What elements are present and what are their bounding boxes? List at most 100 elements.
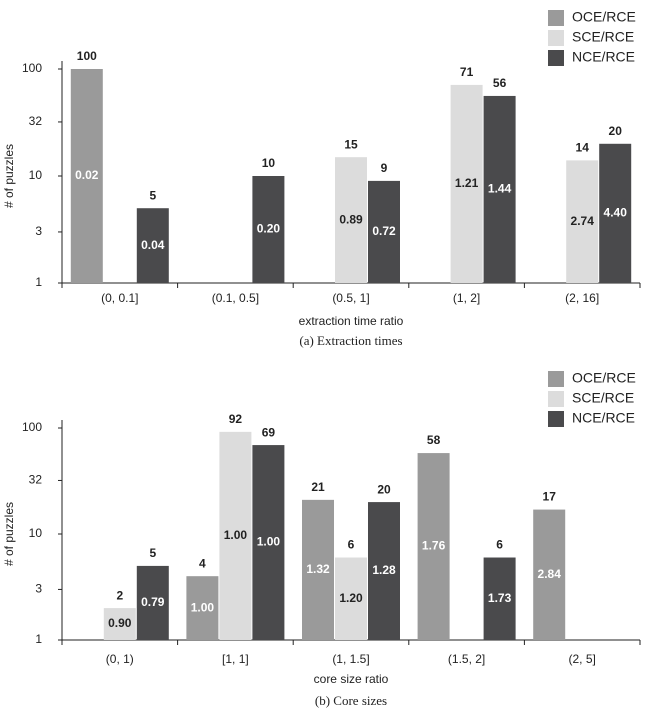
ratio-label: 1.32 — [306, 562, 330, 576]
ratio-label: 1.21 — [455, 176, 479, 190]
x-tick-label: (2, 16] — [565, 291, 599, 305]
ratio-label: 1.28 — [372, 563, 396, 577]
legend-swatch — [548, 30, 564, 46]
bar — [450, 84, 483, 283]
y-tick-label: 32 — [29, 473, 43, 487]
bar — [368, 180, 400, 283]
y-axis-label: # of puzzles — [2, 502, 16, 566]
value-label: 71 — [460, 65, 474, 79]
y-tick-label: 100 — [22, 420, 42, 434]
x-tick-label: (0.5, 1] — [332, 291, 369, 305]
bar — [566, 160, 599, 283]
y-tick-label: 1 — [35, 275, 42, 289]
ratio-label: 4.40 — [604, 206, 628, 220]
value-label: 9 — [381, 161, 388, 175]
bar — [70, 69, 103, 283]
value-label: 4 — [199, 556, 206, 570]
x-tick-label: (0, 1) — [106, 652, 134, 666]
ratio-label: 0.72 — [372, 224, 396, 238]
bar — [302, 499, 334, 640]
ratio-label: 1.00 — [224, 528, 248, 542]
bar — [368, 502, 400, 640]
y-tick-label: 32 — [29, 114, 43, 128]
bar — [599, 143, 632, 283]
bar — [483, 95, 516, 283]
x-axis-label: extraction time ratio — [299, 314, 404, 328]
bar — [335, 557, 367, 640]
y-tick-label: 3 — [35, 224, 42, 238]
ratio-label: 0.79 — [141, 595, 165, 609]
x-tick-label: (1, 1.5] — [332, 652, 369, 666]
y-tick-label: 1 — [35, 632, 42, 646]
value-label: 6 — [496, 538, 503, 552]
y-tick-label: 3 — [35, 582, 42, 596]
x-tick-label: (0.1, 0.5] — [212, 291, 259, 305]
ratio-label: 1.73 — [488, 591, 512, 605]
bar — [186, 576, 219, 640]
legend-swatch — [548, 391, 564, 407]
value-label: 14 — [576, 141, 590, 155]
value-label: 5 — [149, 188, 156, 202]
ratio-label: 1.20 — [339, 591, 363, 605]
value-label: 92 — [229, 412, 243, 426]
ratio-label: 0.20 — [257, 222, 281, 236]
ratio-label: 0.90 — [108, 616, 132, 630]
bar — [219, 431, 252, 640]
value-label: 5 — [149, 546, 156, 560]
value-label: 10 — [262, 156, 276, 170]
ratio-label: 0.04 — [141, 238, 165, 252]
legend-label: OCE/RCE — [572, 9, 636, 25]
value-label: 58 — [427, 433, 441, 447]
caption: (b) Core sizes — [315, 693, 387, 708]
legend-label: SCE/RCE — [572, 29, 634, 45]
x-tick-label: [1, 1] — [222, 652, 249, 666]
legend-label: NCE/RCE — [572, 410, 635, 426]
bar — [252, 176, 285, 283]
value-label: 15 — [344, 137, 358, 151]
ratio-label: 2.84 — [538, 567, 562, 581]
bar — [103, 608, 136, 640]
ratio-label: 1.76 — [422, 539, 446, 553]
y-tick-label: 10 — [29, 168, 43, 182]
legend-label: OCE/RCE — [572, 370, 636, 386]
value-label: 100 — [77, 49, 97, 63]
bar — [533, 509, 566, 640]
value-label: 6 — [348, 538, 355, 552]
bar — [483, 557, 516, 640]
y-axis-label: # of puzzles — [2, 144, 16, 208]
value-label: 20 — [609, 124, 623, 138]
ratio-label: 1.00 — [257, 535, 281, 549]
legend-swatch — [548, 411, 564, 427]
ratio-label: 0.02 — [75, 168, 99, 182]
y-tick-label: 10 — [29, 526, 43, 540]
x-tick-label: (1.5, 2] — [448, 652, 485, 666]
ratio-label: 0.89 — [339, 212, 363, 226]
y-tick-label: 100 — [22, 61, 42, 75]
bar — [136, 565, 169, 640]
value-label: 56 — [493, 76, 507, 90]
bar — [252, 445, 285, 640]
legend-swatch — [548, 10, 564, 26]
legend-label: SCE/RCE — [572, 390, 634, 406]
legend-label: NCE/RCE — [572, 49, 635, 65]
x-axis-label: core size ratio — [314, 672, 389, 686]
legend-swatch — [548, 371, 564, 387]
x-tick-label: (0, 0.1] — [101, 291, 138, 305]
legend-swatch — [548, 50, 564, 66]
caption: (a) Extraction times — [299, 333, 402, 348]
ratio-label: 1.00 — [191, 600, 215, 614]
bar — [136, 208, 169, 283]
value-label: 21 — [311, 480, 325, 494]
bar — [417, 453, 450, 640]
bar — [335, 157, 367, 283]
ratio-label: 1.44 — [488, 182, 512, 196]
value-label: 17 — [543, 490, 557, 504]
x-tick-label: (1, 2] — [453, 291, 480, 305]
value-label: 20 — [377, 482, 391, 496]
ratio-label: 2.74 — [571, 214, 595, 228]
value-label: 2 — [116, 588, 123, 602]
value-label: 69 — [262, 425, 276, 439]
x-tick-label: (2, 5] — [569, 652, 596, 666]
